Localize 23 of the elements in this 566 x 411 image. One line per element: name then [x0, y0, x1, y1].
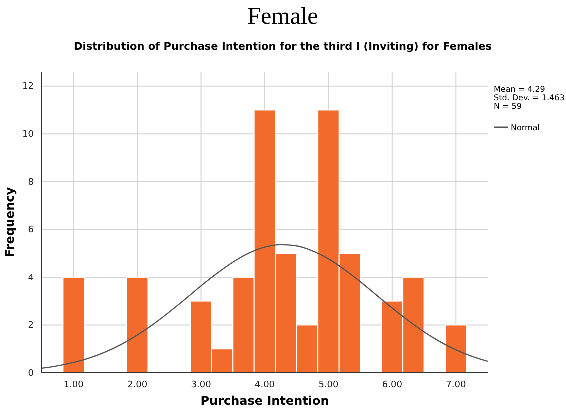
y-tick-label: 0 — [28, 368, 34, 379]
x-tick-label: 2.00 — [128, 380, 148, 390]
legend-label: Normal — [511, 124, 540, 132]
x-tick-label: 7.00 — [446, 380, 466, 390]
chart-subtitle: Distribution of Purchase Intention for the third I (Inviting) for Females — [74, 41, 492, 53]
y-tick-label: 4 — [28, 273, 34, 284]
x-axis-title: Purchase Intention — [200, 394, 330, 408]
y-tick-label: 10 — [22, 130, 34, 140]
text: Std. Dev. = 1.463 — [494, 94, 565, 102]
y-tick-label: 2 — [28, 321, 34, 332]
line-series — [41, 244, 489, 370]
y-tick-label: 8 — [28, 178, 34, 188]
x-tick-label: 6.00 — [382, 380, 403, 390]
chart-title: Female — [248, 4, 318, 30]
y-tick-label: 6 — [28, 226, 34, 236]
x-tick-label: 1.00 — [64, 380, 84, 390]
y-tick-label: 12 — [22, 82, 34, 92]
x-tick-label: 5.00 — [318, 380, 340, 390]
text: Mean = 4.29 — [494, 85, 546, 94]
x-tick-label: 3.00 — [191, 380, 212, 390]
text: N = 59 — [494, 102, 522, 111]
y-axis-title: Frequency — [3, 187, 17, 258]
x-tick-label: 4.00 — [254, 380, 276, 390]
